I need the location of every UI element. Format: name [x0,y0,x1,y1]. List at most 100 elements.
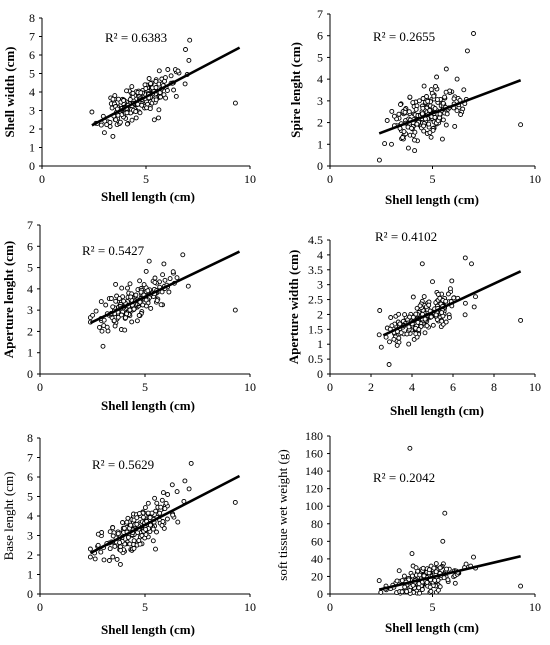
data-point [117,540,123,546]
data-point [142,505,148,511]
y-tick-label: 0 [29,159,35,173]
data-point [446,315,452,320]
data-point [148,305,154,311]
data-point [406,324,412,330]
data-point [125,515,131,521]
data-point [469,261,474,267]
data-point [463,561,469,567]
x-axis-label: Shell length (cm) [101,189,195,204]
x-tick-label: 2 [368,380,374,394]
x-tick-label: 0 [37,600,43,614]
data-point [376,578,382,584]
y-tick-label: 140 [305,464,323,478]
data-point [128,294,134,300]
x-axis-label: Shell length (cm) [101,398,195,413]
data-point [433,83,438,89]
data-point [119,285,125,291]
data-point [162,506,168,512]
data-point [412,148,418,154]
data-point [117,561,123,567]
y-tick-label: 8 [29,11,35,25]
x-tick-label: 4 [409,380,415,394]
data-point [376,157,382,163]
data-point [113,117,119,123]
data-point [432,106,438,111]
data-point [232,307,238,313]
x-tick-label: 5 [143,172,149,186]
data-point [440,100,446,106]
data-point [124,88,129,94]
y-tick-label: 2.5 [308,293,323,307]
data-point [443,89,449,95]
data-point [95,542,101,548]
data-point [439,136,445,142]
data-point [147,106,153,112]
data-point [391,336,397,342]
data-point [136,312,142,318]
data-point [443,298,449,304]
data-point [412,129,418,135]
x-tick-label: 0 [327,380,333,394]
data-point [183,47,188,52]
data-point [174,489,180,495]
data-point [165,492,171,497]
data-point [407,94,413,100]
data-point [110,96,116,102]
y-tick-label: 0 [317,587,323,601]
scatter-panel-3: 0 1 2 3 4 5 6 7 0 5 10 R² = 0.5427 Shell length (cm)… [1,218,256,413]
data-point [426,121,432,127]
data-point [397,321,403,327]
data-point [87,554,93,560]
data-point [140,302,146,308]
data-point [449,278,455,284]
data-point [151,117,157,123]
data-point [440,117,446,123]
data-point [414,305,420,311]
data-point [399,589,405,595]
data-point [433,561,439,567]
data-point [123,315,128,321]
y-tick-label: 1 [27,568,33,582]
data-point [152,279,158,285]
data-point [410,582,416,588]
data-point [442,94,448,100]
data-point [150,538,156,544]
data-point [398,102,403,107]
y-tick-label: 0 [317,159,323,173]
r-squared-label: R² = 0.6383 [105,30,167,45]
data-point [145,510,151,516]
r-squared-label: R² = 0.5427 [82,243,145,258]
data-point [185,283,191,289]
data-point [377,308,383,313]
data-point [473,294,478,300]
data-point [131,306,137,312]
data-point [186,486,192,492]
data-point [136,511,142,517]
data-point [134,515,140,521]
data-point [451,96,457,102]
data-point [104,324,110,330]
data-point [133,109,139,114]
y-tick-label: 5 [27,261,33,275]
data-point [518,583,524,589]
y-tick-label: 1.5 [308,322,323,336]
data-point [442,510,448,516]
data-point [171,87,177,93]
data-point [430,279,435,285]
data-point [402,312,408,318]
data-point [143,526,149,532]
data-point [443,319,449,325]
data-point [119,312,124,318]
y-tick-label: 6 [317,29,323,43]
y-tick-label: 6 [27,239,33,253]
data-point [414,121,420,127]
data-point [129,319,135,325]
data-point [186,57,192,63]
data-point [445,291,451,297]
data-point [433,569,439,575]
y-tick-label: 0 [27,587,33,601]
data-point [437,565,443,571]
data-point [417,572,423,578]
x-axis-label: Shell length (cm) [390,403,484,418]
data-point [134,318,140,324]
